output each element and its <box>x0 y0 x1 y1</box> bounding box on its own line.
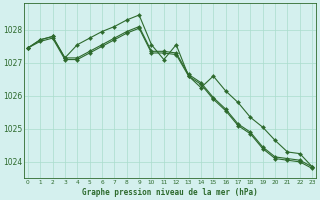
X-axis label: Graphe pression niveau de la mer (hPa): Graphe pression niveau de la mer (hPa) <box>82 188 258 197</box>
